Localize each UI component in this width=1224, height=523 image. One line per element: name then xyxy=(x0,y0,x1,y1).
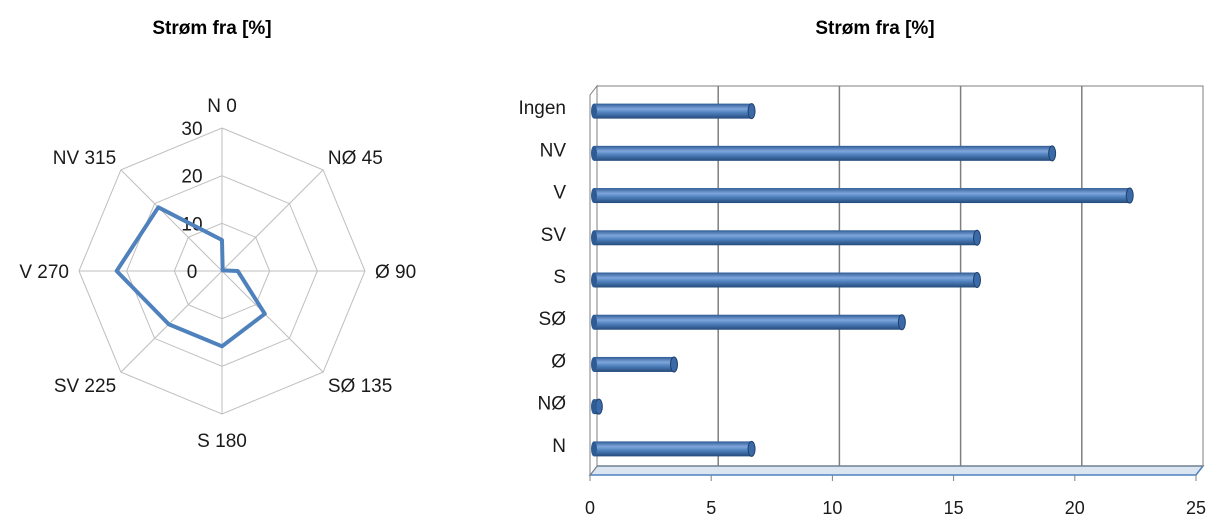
radar-spokes xyxy=(79,128,365,414)
bar-category-label: SØ xyxy=(539,309,567,330)
bar-S xyxy=(591,272,981,288)
bar-title: Strøm fra [%] xyxy=(815,18,934,39)
bar-category-labels: N NØ Ø SØ S SV V NV Ingen xyxy=(518,98,566,457)
radar-category-label: SØ 135 xyxy=(328,376,392,397)
bar-base xyxy=(591,188,597,204)
bar-body xyxy=(594,356,674,372)
bar-tick-label: 0 xyxy=(585,498,595,518)
bar-base xyxy=(591,272,597,288)
bar-body xyxy=(594,272,977,288)
bar-body xyxy=(594,188,1130,204)
bar-cap xyxy=(747,440,756,457)
bar-cap xyxy=(972,272,981,288)
bar-category-label: V xyxy=(553,183,566,204)
radar-tick-label: 20 xyxy=(181,167,202,188)
bar-tick-label: 10 xyxy=(822,498,842,518)
bar-base xyxy=(591,441,597,457)
bar-Ø xyxy=(591,356,678,373)
bar-category-label: N xyxy=(552,436,566,457)
radar-tick-label: 0 xyxy=(187,262,198,283)
radar-spoke xyxy=(221,270,324,373)
bar-cap xyxy=(669,356,678,373)
bar-cap xyxy=(972,229,981,246)
radar-category-label: Ø 90 xyxy=(375,262,416,283)
bar-cap xyxy=(1125,187,1134,204)
bar-tick-labels: 0 5 10 15 20 25 xyxy=(585,475,1206,518)
bar-tick-label: 25 xyxy=(1186,498,1206,518)
bar-Ingen xyxy=(591,103,756,120)
radar-category-label: NØ 45 xyxy=(328,148,383,169)
radar-series-line xyxy=(114,205,267,349)
bar-category-label: Ingen xyxy=(518,98,566,119)
bar-category-label: NØ xyxy=(538,394,567,415)
radar-spoke xyxy=(120,270,223,373)
bar-cap xyxy=(897,314,906,331)
bar-NØ xyxy=(591,398,603,415)
bar-tick-label: 5 xyxy=(706,498,716,518)
radar-category-labels: N 0 NØ 45 Ø 90 SØ 135 S 180 SV 225 V 270 NV 315 xyxy=(19,96,416,452)
bar-cap xyxy=(1048,145,1057,162)
radar-tick-label: 30 xyxy=(181,119,202,140)
radar-series xyxy=(114,205,267,349)
bar-category-label: NV xyxy=(540,140,567,161)
bar-base xyxy=(591,103,597,119)
bar-body xyxy=(594,145,1053,161)
bar-NV xyxy=(591,145,1057,162)
bar-category-label: SV xyxy=(541,225,567,246)
radar-category-label: V 270 xyxy=(19,262,69,283)
bar-body xyxy=(594,103,752,119)
bar-V xyxy=(591,187,1134,204)
bar-chart: Strøm fra [%] N NØ Ø SØ S SV V NV Ingen 0 5 10 15 20… xyxy=(518,18,1206,518)
bar-base xyxy=(591,356,597,372)
bar-base xyxy=(591,314,597,330)
bar-bars xyxy=(591,103,1134,457)
bar-base xyxy=(591,230,597,246)
bar-body xyxy=(594,441,752,457)
bar-tick-label: 15 xyxy=(944,498,964,518)
bar-base xyxy=(591,145,597,161)
radar-category-label: NV 315 xyxy=(53,148,116,169)
bar-body xyxy=(594,230,977,246)
radar-spoke xyxy=(221,169,324,272)
bar-category-label: Ø xyxy=(551,351,566,372)
bar-N xyxy=(591,440,756,457)
radar-category-label: S 180 xyxy=(197,431,247,452)
radar-spoke xyxy=(120,169,223,272)
bar-base xyxy=(591,399,597,415)
radar-category-label: SV 225 xyxy=(54,376,116,397)
bar-category-label: S xyxy=(553,267,566,288)
bar-tick-label: 20 xyxy=(1065,498,1085,518)
bar-SV xyxy=(591,229,981,246)
bar-cap xyxy=(747,103,756,120)
radar-category-label: N 0 xyxy=(207,96,237,117)
bar-SØ xyxy=(591,314,906,331)
bar-floor xyxy=(588,465,1205,476)
radar-title: Strøm fra [%] xyxy=(152,18,271,39)
bar-body xyxy=(594,314,902,330)
